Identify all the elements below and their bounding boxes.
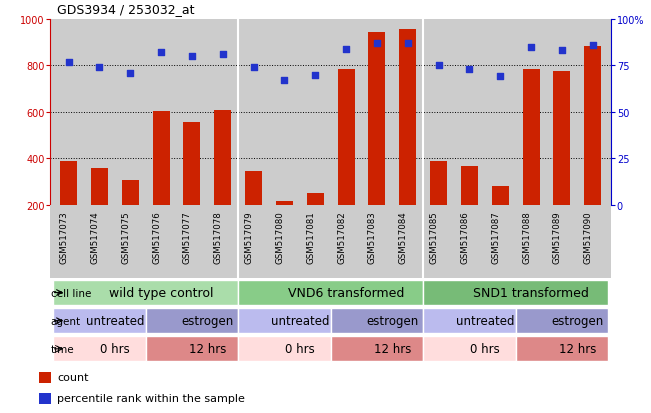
Text: GSM517085: GSM517085 bbox=[430, 211, 439, 264]
Bar bbox=[523, 70, 540, 205]
Bar bbox=[152, 112, 170, 205]
Text: GDS3934 / 253032_at: GDS3934 / 253032_at bbox=[57, 3, 194, 16]
Bar bbox=[516, 336, 608, 362]
Bar bbox=[331, 336, 423, 362]
Point bbox=[217, 52, 228, 58]
Point bbox=[279, 78, 290, 84]
Text: GSM517080: GSM517080 bbox=[275, 211, 284, 264]
Bar bbox=[423, 280, 608, 306]
Bar bbox=[53, 308, 146, 334]
Text: GSM517079: GSM517079 bbox=[245, 211, 254, 263]
Text: time: time bbox=[51, 344, 74, 354]
Bar bbox=[423, 308, 516, 334]
Point bbox=[588, 43, 598, 49]
Bar bbox=[238, 308, 331, 334]
Bar bbox=[276, 202, 293, 205]
Point bbox=[187, 54, 197, 60]
Point bbox=[156, 50, 167, 57]
Text: SND1 transformed: SND1 transformed bbox=[473, 286, 589, 299]
Bar bbox=[492, 186, 509, 205]
Text: GSM517082: GSM517082 bbox=[337, 211, 346, 264]
Bar bbox=[122, 181, 139, 205]
Bar bbox=[245, 172, 262, 205]
Text: GSM517090: GSM517090 bbox=[584, 211, 593, 263]
Point bbox=[557, 48, 567, 55]
Text: GSM517084: GSM517084 bbox=[399, 211, 408, 264]
Text: agent: agent bbox=[51, 316, 81, 326]
Bar bbox=[214, 111, 231, 205]
Text: GSM517087: GSM517087 bbox=[492, 211, 500, 264]
Text: 0 hrs: 0 hrs bbox=[100, 342, 130, 356]
Bar bbox=[53, 336, 146, 362]
Text: percentile rank within the sample: percentile rank within the sample bbox=[57, 394, 245, 404]
Text: 12 hrs: 12 hrs bbox=[559, 342, 596, 356]
Bar bbox=[184, 122, 201, 205]
Text: VND6 transformed: VND6 transformed bbox=[288, 286, 404, 299]
Text: untreated: untreated bbox=[86, 314, 144, 328]
Point bbox=[310, 72, 320, 79]
Text: GSM517086: GSM517086 bbox=[460, 211, 469, 264]
Bar bbox=[146, 308, 238, 334]
Bar bbox=[368, 33, 385, 205]
Text: untreated: untreated bbox=[271, 314, 329, 328]
Text: 0 hrs: 0 hrs bbox=[470, 342, 500, 356]
Point bbox=[434, 63, 444, 69]
Bar bbox=[585, 47, 602, 205]
Point bbox=[63, 59, 74, 66]
Text: GSM517076: GSM517076 bbox=[152, 211, 161, 264]
Text: GSM517075: GSM517075 bbox=[121, 211, 130, 264]
Point bbox=[249, 65, 259, 71]
Bar bbox=[399, 30, 416, 205]
Bar bbox=[338, 70, 355, 205]
Text: GSM517081: GSM517081 bbox=[306, 211, 315, 264]
Text: estrogen: estrogen bbox=[551, 314, 603, 328]
Text: GSM517089: GSM517089 bbox=[553, 211, 562, 263]
Bar bbox=[39, 393, 51, 404]
Text: wild type control: wild type control bbox=[109, 286, 214, 299]
Point bbox=[125, 70, 135, 77]
Text: 12 hrs: 12 hrs bbox=[374, 342, 411, 356]
Text: GSM517073: GSM517073 bbox=[60, 211, 68, 264]
Text: 12 hrs: 12 hrs bbox=[189, 342, 226, 356]
Point bbox=[495, 74, 505, 81]
Bar bbox=[423, 336, 516, 362]
Point bbox=[464, 66, 475, 73]
Bar bbox=[53, 280, 238, 306]
Bar bbox=[238, 336, 331, 362]
Bar bbox=[553, 72, 570, 205]
Point bbox=[341, 46, 352, 53]
Text: 0 hrs: 0 hrs bbox=[285, 342, 314, 356]
Text: GSM517088: GSM517088 bbox=[522, 211, 531, 264]
Text: GSM517083: GSM517083 bbox=[368, 211, 377, 264]
Bar bbox=[39, 372, 51, 383]
Point bbox=[94, 65, 105, 71]
Text: count: count bbox=[57, 373, 89, 382]
Point bbox=[526, 44, 536, 51]
Text: GSM517078: GSM517078 bbox=[214, 211, 223, 264]
Point bbox=[372, 40, 382, 47]
Bar bbox=[516, 308, 608, 334]
Bar bbox=[430, 161, 447, 205]
Bar bbox=[307, 193, 324, 205]
Bar bbox=[91, 168, 108, 205]
Text: GSM517077: GSM517077 bbox=[183, 211, 192, 264]
Text: estrogen: estrogen bbox=[181, 314, 234, 328]
Bar bbox=[461, 167, 478, 205]
Text: cell line: cell line bbox=[51, 288, 91, 298]
Point bbox=[402, 40, 413, 47]
Bar bbox=[238, 280, 423, 306]
Bar bbox=[331, 308, 423, 334]
Text: estrogen: estrogen bbox=[367, 314, 419, 328]
Text: untreated: untreated bbox=[456, 314, 514, 328]
Text: GSM517074: GSM517074 bbox=[90, 211, 100, 264]
Bar bbox=[60, 161, 77, 205]
Bar bbox=[146, 336, 238, 362]
